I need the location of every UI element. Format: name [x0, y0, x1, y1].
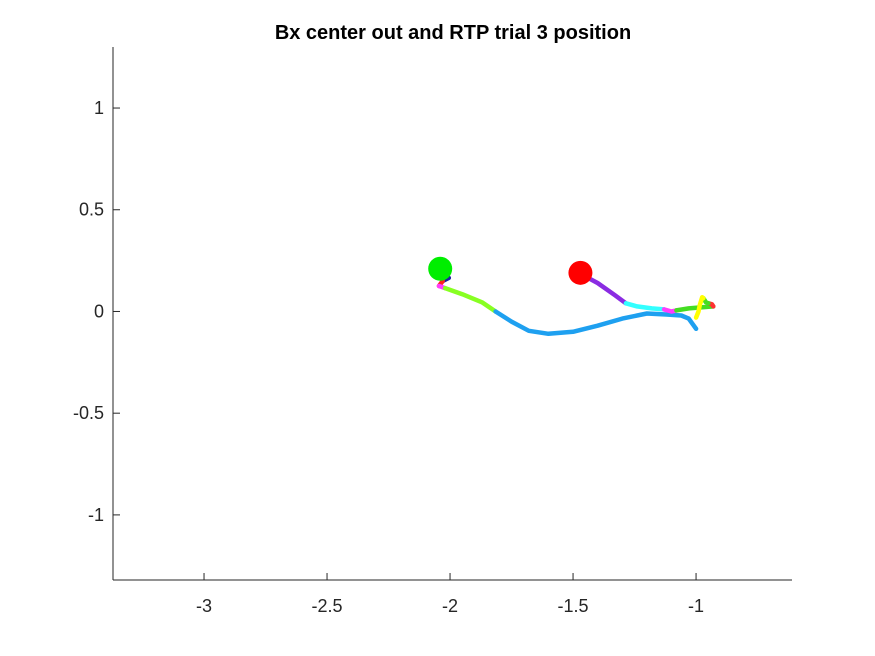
trajectory-segment — [493, 309, 699, 337]
trajectory-segment — [623, 301, 667, 312]
x-tick-label: -3 — [196, 596, 212, 616]
y-tick-label: 1 — [94, 98, 104, 118]
x-tick-label: -1.5 — [558, 596, 589, 616]
x-tick-label: -2.5 — [312, 596, 343, 616]
y-tick-label: -1 — [88, 505, 104, 525]
markers — [428, 256, 593, 285]
trajectory — [436, 271, 716, 337]
trajectory-segment — [674, 304, 716, 313]
trajectory-segment — [442, 285, 498, 314]
trajectory-segment — [693, 294, 706, 320]
x-tick-label: -2 — [442, 596, 458, 616]
y-tick-label: 0 — [94, 301, 104, 321]
x-tick-label: -1 — [688, 596, 704, 616]
chart-title: Bx center out and RTP trial 3 position — [275, 22, 631, 44]
y-tick-label: -0.5 — [73, 403, 104, 423]
y-tick-label: 0.5 — [79, 200, 104, 220]
target-marker — [568, 260, 593, 285]
plot-axes: -3 -2.5 -2 -1.5 -1 1 0.5 0 -0.5 -1 — [73, 47, 792, 616]
start-marker — [428, 256, 453, 281]
